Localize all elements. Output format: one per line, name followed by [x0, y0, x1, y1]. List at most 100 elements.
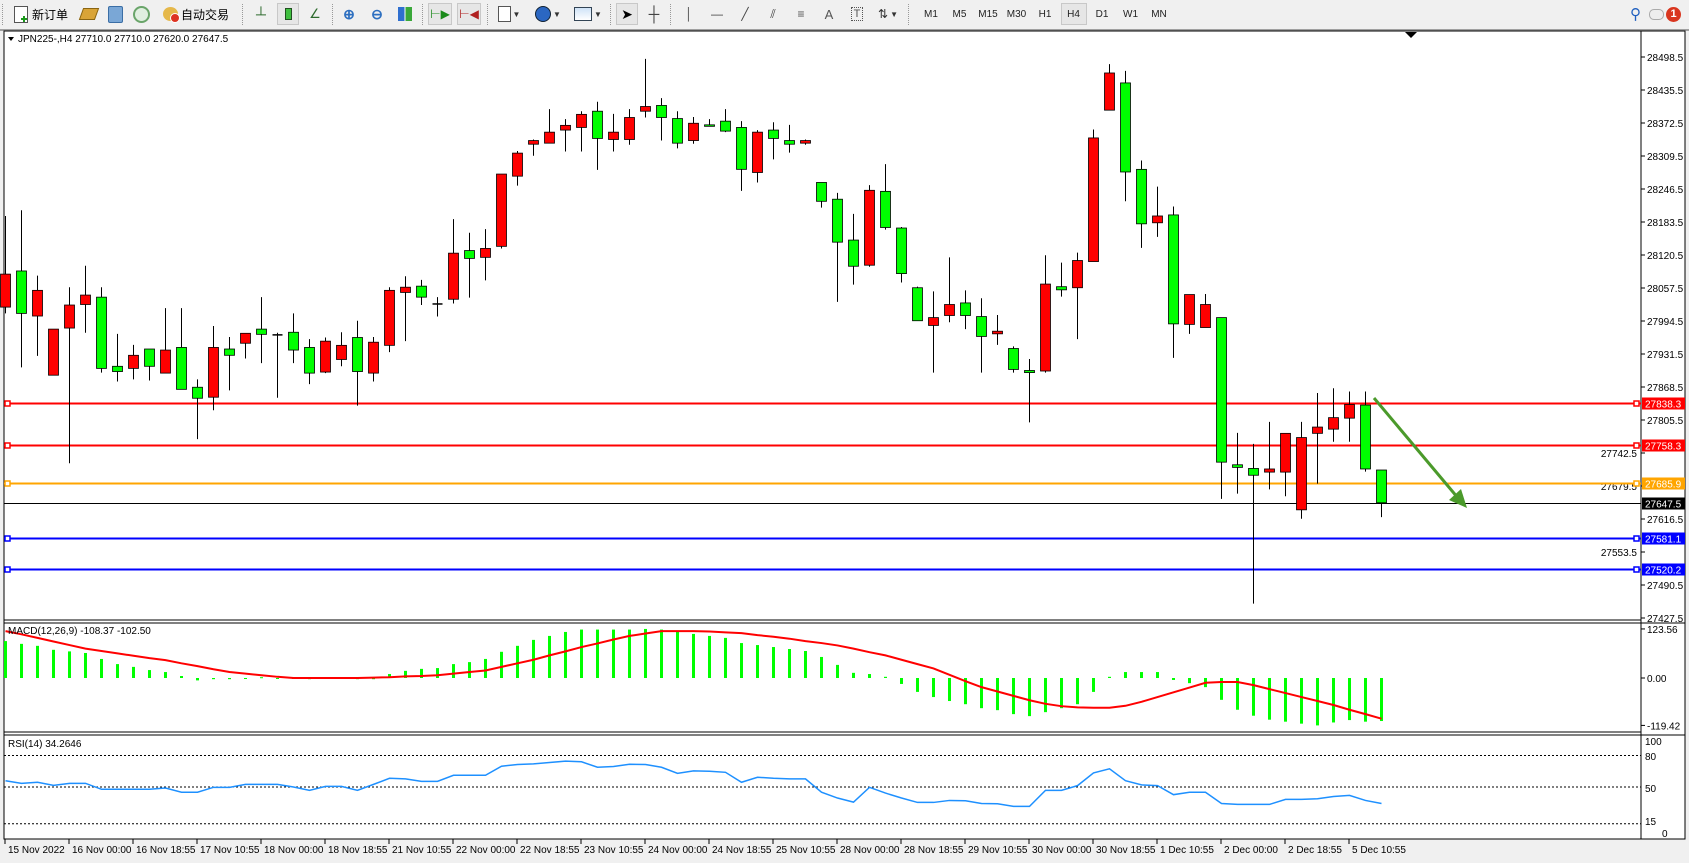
arrows-button[interactable]: ⇅ ▼ [872, 3, 904, 25]
candle [848, 213, 859, 285]
notifications-button[interactable]: 1 [1649, 3, 1687, 25]
candlestick-chart-button[interactable] [277, 3, 299, 25]
time-axis-label: 24 Nov 00:00 [648, 845, 708, 856]
candle [1056, 262, 1067, 297]
metaeditor-button[interactable] [104, 3, 126, 25]
timeframe-d1-button[interactable]: D1 [1095, 8, 1109, 20]
candle-body [1072, 260, 1083, 289]
candle-body [880, 190, 891, 228]
tile-windows-button[interactable] [394, 3, 416, 25]
auto-trading-icon [162, 7, 180, 23]
timeframe-w1-button[interactable]: W1 [1123, 8, 1138, 20]
signals-button[interactable] [130, 3, 152, 25]
time-axis-label: 22 Nov 00:00 [456, 845, 516, 856]
trend-arrow[interactable] [1372, 397, 1467, 508]
macd-histogram-bar [916, 678, 919, 692]
fibonacci-button[interactable]: ≡ [790, 3, 812, 25]
new-chart-button[interactable]: ▼ [492, 3, 526, 25]
price-tick-label: 27616.5 [1647, 515, 1684, 526]
vertical-line-button[interactable]: │ [678, 3, 700, 25]
timeframe-m1-button[interactable]: M1 [924, 8, 938, 20]
macd-histogram-bar [260, 677, 263, 679]
macd-histogram-bar [756, 645, 759, 678]
candle [752, 130, 763, 183]
level-handle-icon[interactable] [1633, 535, 1640, 542]
cursor-tool-button[interactable]: ➤ [616, 3, 638, 25]
level-handle-icon[interactable] [1633, 400, 1640, 407]
macd-histogram-bar [20, 643, 23, 678]
candle [1248, 443, 1259, 604]
timeframe-h4-button[interactable]: H4 [1060, 3, 1087, 25]
price-tick-label: 28057.5 [1647, 284, 1684, 295]
level-handle-icon[interactable] [4, 480, 11, 487]
auto-trading-button[interactable]: 自动交易 [158, 3, 234, 25]
zoom-out-button[interactable]: ⊖ [366, 3, 388, 25]
equidistant-channel-button[interactable]: ⫽ [762, 3, 784, 25]
timeframe-m5-button[interactable]: M5 [952, 8, 967, 20]
candle [1232, 432, 1243, 494]
candle-body [224, 348, 235, 356]
trend-line-button[interactable]: ╱ [734, 3, 756, 25]
level-handle-icon[interactable] [4, 400, 11, 407]
time-axis-label: 16 Nov 18:55 [136, 845, 196, 856]
candle-body [1024, 370, 1035, 373]
auto-trading-label: 自动交易 [180, 7, 229, 22]
level-handle-icon[interactable] [4, 566, 11, 573]
symbol-menu-triangle-icon[interactable] [8, 37, 14, 41]
macd-histogram-bar [244, 678, 247, 679]
candle [912, 286, 923, 322]
macd-histogram-bar [644, 628, 647, 678]
price-tick-label: 28435.5 [1647, 86, 1684, 97]
candle [208, 325, 219, 411]
price-level-label: 27647.5 [1645, 500, 1682, 511]
auto-scroll-button[interactable]: ⊢▶ [428, 3, 452, 25]
price-level-label-bg [1642, 532, 1685, 545]
toolbar-grip[interactable] [2, 4, 5, 25]
chart-shift-marker-icon[interactable] [1405, 32, 1417, 38]
candle [176, 308, 187, 390]
level-handle-icon[interactable] [4, 442, 11, 449]
candle [1360, 391, 1371, 472]
level-handle-icon[interactable] [1633, 480, 1640, 487]
line-chart-button[interactable]: ∠ [304, 3, 326, 25]
clock-icon [535, 6, 552, 22]
level-handle-icon[interactable] [1633, 442, 1640, 449]
candle-body [1104, 72, 1115, 111]
price-level-label-bg [1642, 563, 1685, 576]
candle [800, 139, 811, 145]
horizontal-line-button[interactable]: — [706, 3, 728, 25]
macd-histogram-bar [1236, 678, 1239, 710]
new-order-button[interactable]: 新订单 [8, 3, 74, 25]
price-tick-label: 28498.5 [1647, 53, 1684, 64]
timeframe-mn-button[interactable]: MN [1151, 8, 1167, 20]
macd-histogram-bar [1188, 678, 1191, 684]
template-icon [574, 7, 593, 21]
separator [242, 4, 245, 25]
level-handle-icon[interactable] [1633, 566, 1640, 573]
crosshair-tool-button[interactable]: ┼ [643, 3, 665, 25]
text-tool-button[interactable]: A [818, 3, 840, 25]
timeframe-m30-button[interactable]: M30 [1006, 8, 1027, 20]
level-handle-icon[interactable] [4, 535, 11, 542]
bar-chart-button[interactable]: ┴ [250, 3, 272, 25]
text-label-button[interactable]: T [846, 3, 868, 25]
candle [48, 328, 59, 376]
templates-button[interactable]: ▼ [570, 3, 606, 25]
zoom-in-button[interactable]: ⊕ [338, 3, 360, 25]
periods-button[interactable]: ▼ [531, 3, 565, 25]
metaeditor-icon [107, 5, 123, 23]
rsi-panel: 100 80 50 15 0 [4, 737, 1668, 840]
chart-shift-button[interactable]: ⊢◀ [457, 3, 481, 25]
timeframe-m15-button[interactable]: M15 [978, 8, 998, 20]
macd-histogram-bar [36, 645, 39, 678]
separator [670, 4, 673, 25]
candle-body [1008, 348, 1019, 370]
timeframe-h1-button[interactable]: H1 [1038, 8, 1052, 20]
separator [422, 4, 425, 25]
zoom-in-icon: ⊕ [343, 5, 355, 22]
arrow-shaft[interactable] [1372, 397, 1460, 499]
candle-body [560, 124, 571, 131]
macd-histogram-bar [436, 668, 439, 678]
price-level-label-bg [1642, 397, 1685, 410]
